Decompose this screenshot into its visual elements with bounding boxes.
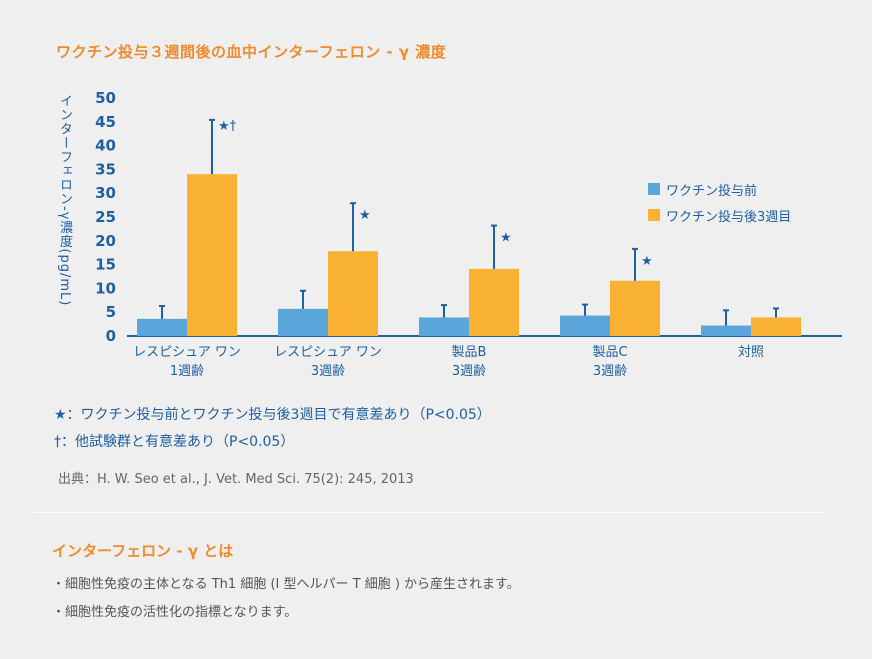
bullet-item: ・細胞性免疫の活性化の指標となります。 bbox=[52, 605, 298, 620]
legend: ワクチン投与前 ワクチン投与後3週目 bbox=[648, 176, 791, 228]
significance-marker: ★ bbox=[500, 231, 512, 246]
bar-before bbox=[419, 317, 469, 336]
bar-before bbox=[278, 308, 328, 336]
x-tick-label: レスピシュア ワン bbox=[274, 345, 382, 360]
significance-marker: ★ bbox=[641, 254, 653, 269]
y-tick-label: 40 bbox=[95, 137, 116, 155]
y-tick-label: 15 bbox=[95, 256, 116, 274]
y-tick-label: 0 bbox=[106, 327, 116, 345]
significance-marker: ★ bbox=[359, 208, 371, 223]
bar-after bbox=[328, 251, 378, 336]
bar-after bbox=[751, 317, 801, 336]
bar-before bbox=[560, 315, 610, 336]
y-tick-label: 5 bbox=[106, 303, 116, 321]
x-tick-sublabel: 1週齢 bbox=[170, 364, 204, 379]
bullet-item: ・細胞性免疫の主体となる Th1 細胞 (I 型ヘルパー T 細胞 ) から産生… bbox=[52, 577, 520, 592]
x-tick-label: レスピシュア ワン bbox=[133, 345, 241, 360]
bar-before bbox=[701, 325, 751, 336]
legend-label-before: ワクチン投与前 bbox=[666, 183, 758, 199]
bar-chart: 0 5 10 15 20 25 30 35 40 45 50 ★† レスピシュア ワン 1週齢 ★ レスピシュ… bbox=[95, 89, 842, 379]
x-tick-sublabel: 3週齢 bbox=[311, 364, 345, 379]
bar-before bbox=[137, 318, 187, 336]
divider bbox=[34, 512, 824, 513]
legend-item-before: ワクチン投与前 bbox=[648, 176, 791, 202]
y-tick-label: 20 bbox=[95, 232, 116, 250]
x-tick-sublabel: 3週齢 bbox=[593, 364, 627, 379]
x-tick-label: 対照 bbox=[738, 345, 764, 360]
x-tick-label: 製品B bbox=[452, 345, 487, 360]
section-title: インターフェロン - γ とは bbox=[52, 542, 234, 560]
significance-marker: ★† bbox=[218, 119, 237, 134]
bar-after bbox=[469, 268, 519, 336]
y-axis-label: インターフェロン-γ濃度(pg/mL) bbox=[57, 94, 72, 307]
footnotes: ★：ワクチン投与前とワクチン投与後3週目で有意差あり（P<0.05） †：他試験… bbox=[54, 402, 491, 456]
legend-item-after: ワクチン投与後3週目 bbox=[648, 202, 791, 228]
y-tick-label: 45 bbox=[95, 113, 116, 131]
bar-after bbox=[610, 280, 660, 336]
y-tick-label: 25 bbox=[95, 208, 116, 226]
bar-after bbox=[187, 174, 237, 336]
footnote-star: ★：ワクチン投与前とワクチン投与後3週目で有意差あり（P<0.05） bbox=[54, 407, 491, 423]
legend-swatch-after bbox=[648, 209, 660, 221]
legend-label-after: ワクチン投与後3週目 bbox=[666, 209, 792, 225]
x-tick-sublabel: 3週齢 bbox=[452, 364, 486, 379]
chart-title: ワクチン投与３週間後の血中インターフェロン - γ 濃度 bbox=[56, 43, 447, 61]
y-tick-label: 30 bbox=[95, 184, 116, 202]
x-tick-label: 製品C bbox=[592, 345, 627, 360]
source-citation: 出典：H. W. Seo et al., J. Vet. Med Sci. 75… bbox=[58, 472, 414, 487]
y-tick-label: 35 bbox=[95, 160, 116, 178]
legend-swatch-before bbox=[648, 183, 660, 195]
y-tick-label: 50 bbox=[95, 89, 116, 107]
y-tick-label: 10 bbox=[95, 279, 116, 297]
footnote-dagger: †：他試験群と有意差あり（P<0.05） bbox=[54, 434, 295, 450]
bullet-list: ・細胞性免疫の主体となる Th1 細胞 (I 型ヘルパー T 細胞 ) から産生… bbox=[52, 571, 520, 627]
